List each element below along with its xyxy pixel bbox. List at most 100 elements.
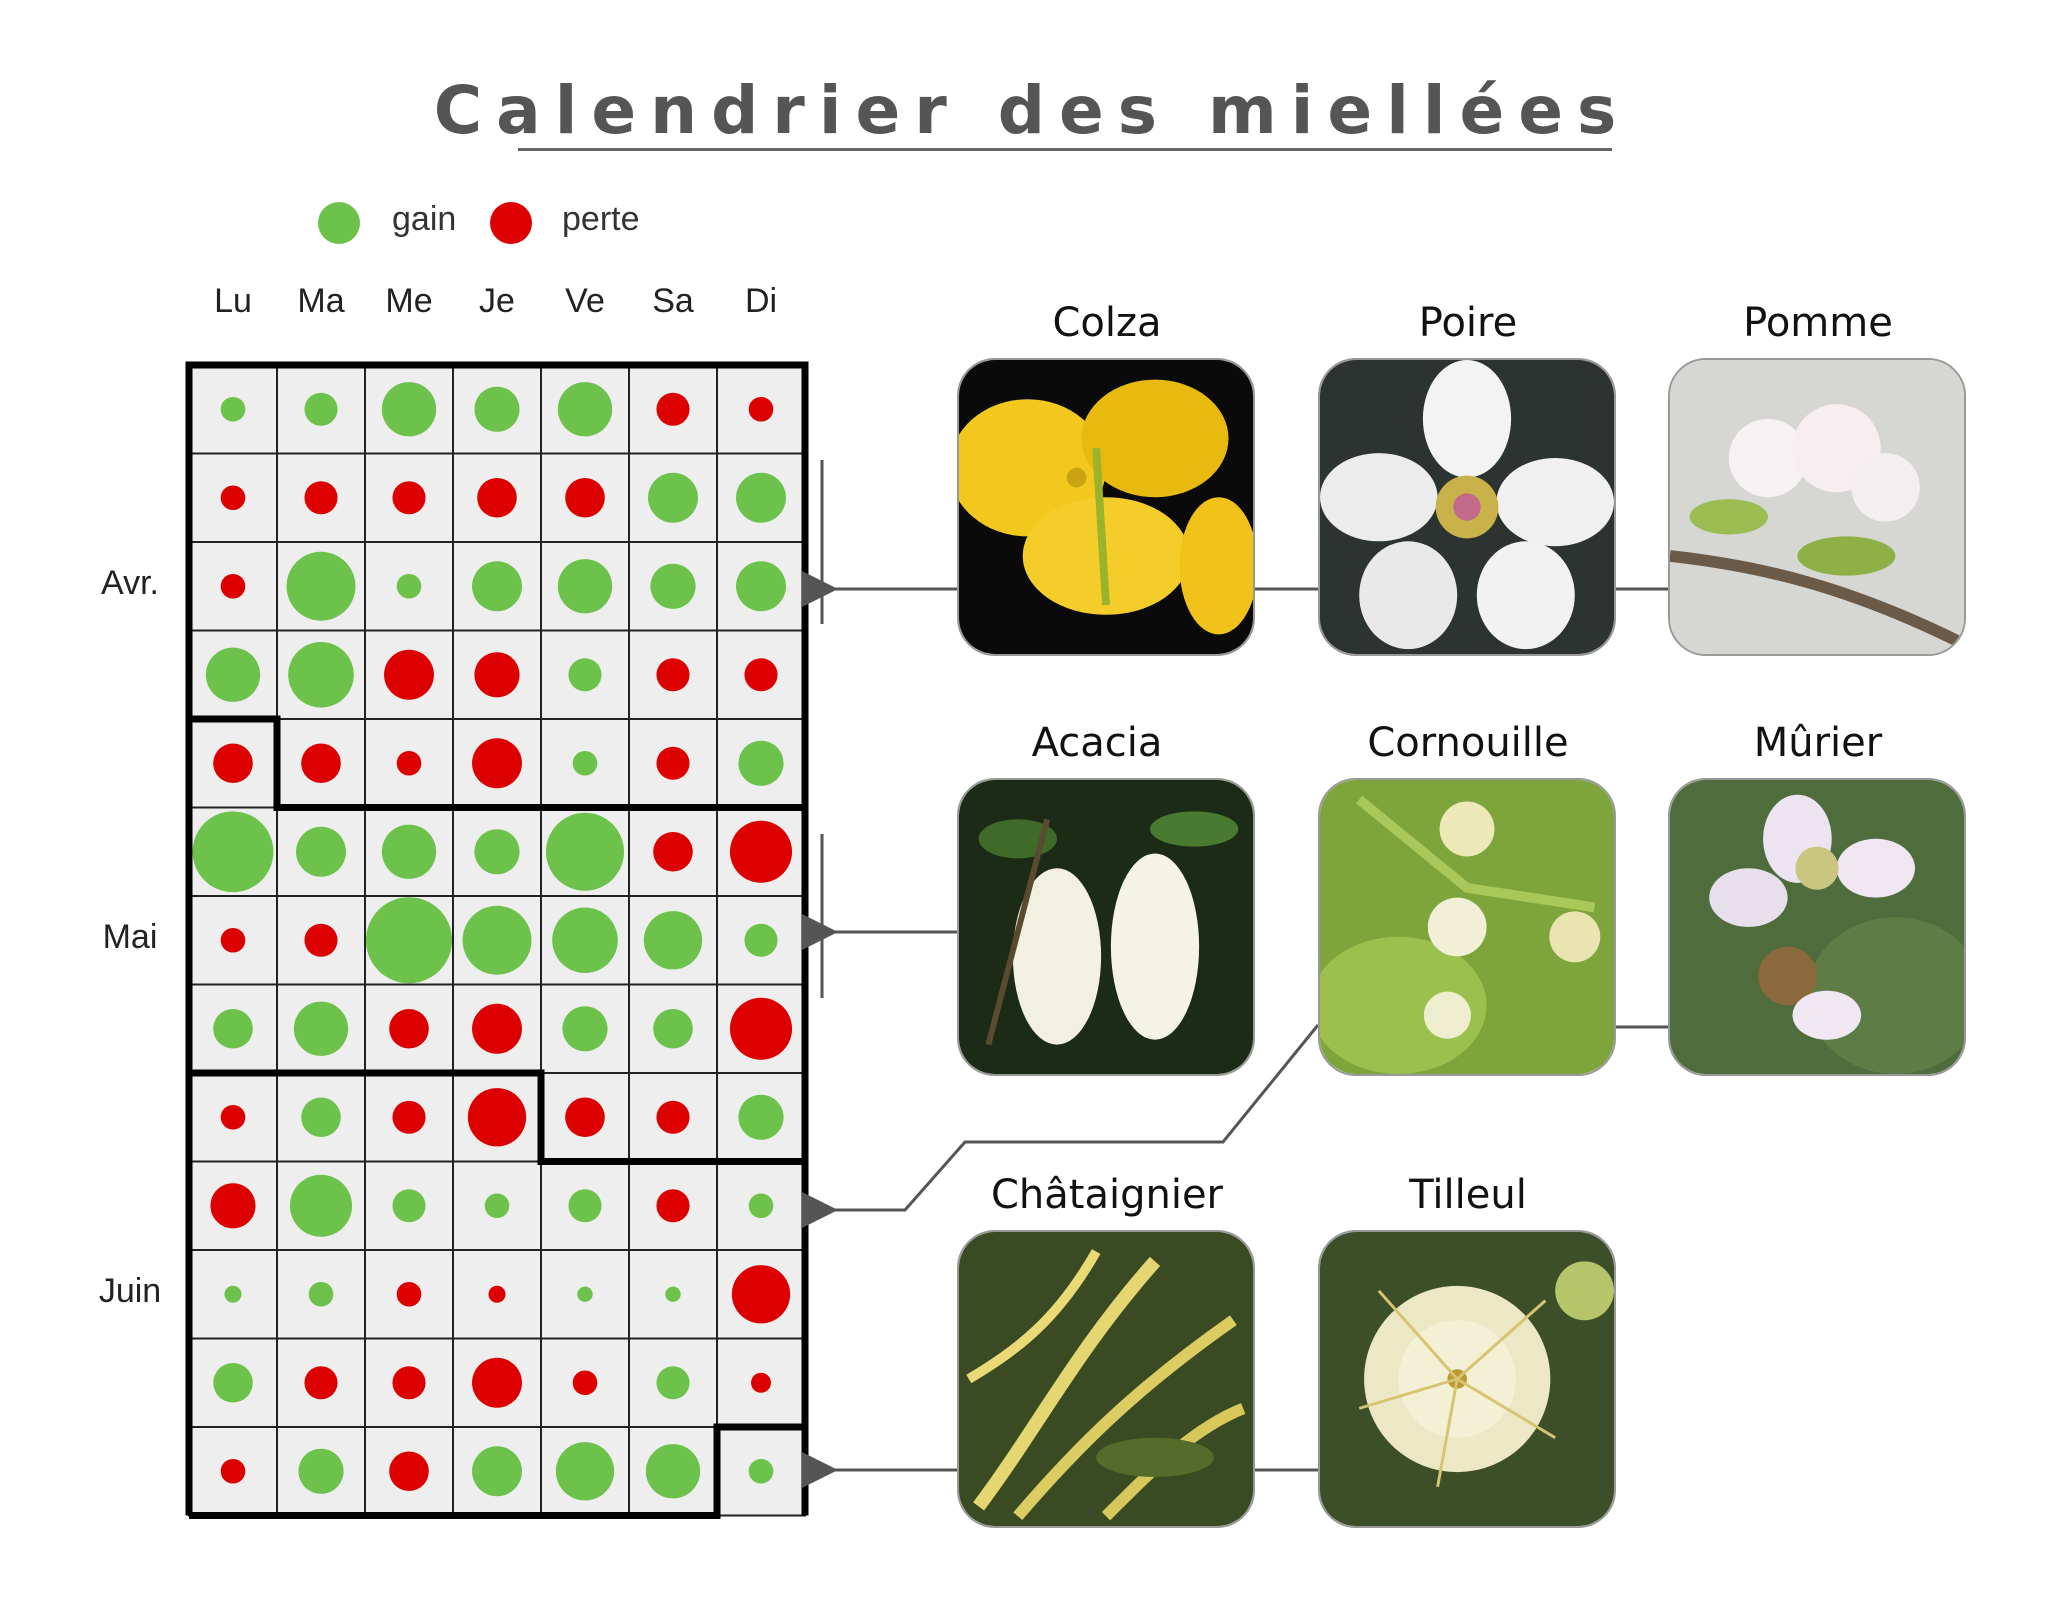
flower-label-chataignier: Châtaignier [990, 1172, 1223, 1218]
loss-dot [729, 997, 793, 1060]
gain-dot [220, 396, 246, 422]
murier-photo [1668, 778, 1966, 1076]
loss-dot [748, 396, 774, 422]
month-boundary [189, 715, 805, 811]
weekday-je: Je [479, 282, 515, 320]
gain-dot [748, 1458, 774, 1484]
gain-dot [462, 905, 532, 975]
weekday-ve: Ve [565, 282, 605, 320]
loss-dot [220, 927, 246, 953]
gain-dot [738, 1094, 784, 1140]
acacia-photo [957, 778, 1255, 1076]
loss-dot [653, 831, 693, 872]
loss-dot [389, 1008, 429, 1049]
weekday-me: Me [385, 282, 433, 320]
gain-dot [665, 1286, 681, 1302]
month-label-2: Juin [98, 1272, 162, 1311]
flower-label-colza: Colza [1052, 300, 1162, 346]
loss-dot [304, 1366, 338, 1400]
gain-dot [296, 826, 346, 877]
pomme-photo [1668, 358, 1966, 656]
gain-dot [738, 740, 784, 786]
gain-dot [555, 1442, 615, 1501]
loss-dot [220, 1104, 246, 1130]
loss-dot [392, 1100, 426, 1134]
month-boundary-end [189, 1423, 805, 1519]
gain-dot [396, 573, 422, 599]
gain-dot [381, 824, 437, 879]
loss-dot [565, 1097, 605, 1138]
loss-dot [396, 1281, 422, 1307]
gain-dot [656, 1366, 690, 1400]
gain-dot [293, 1001, 349, 1056]
weekday-di: Di [744, 282, 778, 320]
loss-dot [656, 392, 690, 426]
loss-dot [220, 1458, 246, 1484]
gain-dot [286, 551, 356, 621]
loss-dot [213, 743, 253, 784]
loss-dot [301, 743, 341, 784]
gain-dot [572, 750, 598, 776]
loss-dot [389, 1451, 429, 1492]
gain-dot [298, 1448, 344, 1494]
gain-dot [736, 561, 786, 612]
loss-dot [565, 477, 605, 518]
gain-dot [301, 1097, 341, 1138]
loss-dot [656, 746, 690, 780]
loss-dot [744, 658, 778, 692]
loss-dot [474, 652, 520, 698]
loss-dot [304, 923, 338, 957]
colza-photo [957, 358, 1255, 656]
legend-loss-label: perte [562, 200, 640, 238]
loss-dot [477, 477, 517, 518]
loss-dot [392, 1366, 426, 1400]
poire-photo [1318, 358, 1616, 656]
month-label-0: Avr. [101, 564, 159, 603]
loss-dot [396, 750, 422, 776]
chataignier-photo [957, 1230, 1255, 1528]
loss-dot [472, 738, 522, 789]
gain-dot [289, 1174, 353, 1237]
gain-dot [643, 911, 703, 970]
gain-dot [304, 392, 338, 426]
flower-label-poire: Poire [1418, 300, 1518, 346]
gain-dot [213, 1008, 253, 1049]
gain-dot [472, 1446, 522, 1497]
loss-dot [731, 1265, 791, 1324]
gain-dot [192, 811, 274, 893]
gain-dot [213, 1362, 253, 1403]
loss-dot [656, 1189, 690, 1223]
loss-dot [210, 1183, 256, 1229]
loss-dot [572, 1370, 598, 1396]
loss-dot [384, 649, 434, 700]
gain-dot [736, 472, 786, 523]
gain-dot [648, 472, 698, 523]
gain-dot [557, 559, 613, 614]
gain-dot [645, 1444, 701, 1499]
gain-dot [568, 658, 602, 692]
loss-dot [472, 1357, 522, 1408]
gain-dot [288, 641, 354, 708]
gain-dot [653, 1008, 693, 1049]
gain-dot [650, 563, 696, 609]
loss-dot [472, 1003, 522, 1054]
legend-loss-dot [490, 202, 532, 244]
gain-dot [472, 561, 522, 612]
tilleul-photo [1318, 1230, 1616, 1528]
gain-dot [557, 382, 613, 437]
weekday-lu: Lu [214, 282, 252, 320]
legend-gain-label: gain [392, 200, 457, 238]
gain-dot [545, 812, 625, 891]
loss-dot [304, 481, 338, 515]
page-title: Calendrier des miellées [433, 72, 1631, 149]
gain-dot [308, 1281, 334, 1307]
gain-dot [562, 1006, 608, 1052]
flower-label-acacia: Acacia [1031, 720, 1163, 766]
gain-dot [568, 1189, 602, 1223]
loss-dot [392, 481, 426, 515]
gain-dot [365, 897, 453, 984]
title-underline [518, 148, 1612, 151]
cornouille-photo [1318, 778, 1616, 1076]
weekday-ma: Ma [297, 282, 345, 320]
